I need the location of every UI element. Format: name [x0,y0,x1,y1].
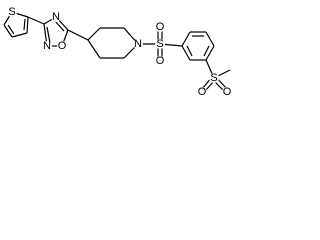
bonds [3,11,231,92]
molecule: S N N O N S O O S O O [3,6,232,98]
atom-label: N [52,11,60,23]
atom-label: S [8,6,15,18]
atom-label: O [156,21,165,33]
atom-label: O [58,40,67,52]
atom-label: O [156,55,165,67]
atom-label: O [198,86,207,98]
atom-label: N [134,38,142,50]
atom-label: O [223,86,232,98]
atom-label: S [210,72,217,84]
atom-label: N [43,40,51,52]
atom-labels: S N N O N S O O S O O [7,6,232,98]
atom-label: S [156,38,163,50]
